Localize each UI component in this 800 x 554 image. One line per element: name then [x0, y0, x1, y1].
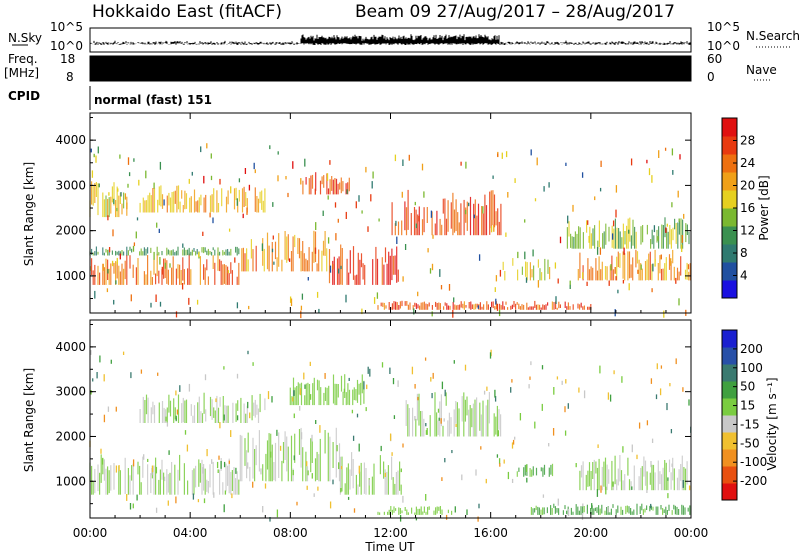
x-tick-label: 00:00: [674, 526, 709, 540]
echo-region: [241, 230, 328, 272]
colorbar-swatch: [722, 280, 737, 299]
nsearch-label: N.Search: [746, 29, 800, 43]
colorbar-swatch: [722, 172, 737, 191]
colorbar-swatch: [722, 364, 737, 382]
y-tick-label: 2000: [55, 429, 86, 443]
y-tick-label: 4000: [55, 340, 86, 354]
x-tick-label: 08:00: [273, 526, 308, 540]
colorbar-tick-label: 15: [740, 399, 755, 413]
freq-tick-bottom: 8: [66, 70, 74, 84]
echo-region: [89, 181, 128, 218]
nave-tick-top: 60: [707, 52, 722, 66]
velocity-colorbar-label: Velocity [m s⁻¹]: [765, 377, 779, 470]
nsky-tick-bottom-right: 10^0: [707, 39, 740, 53]
freq-label: Freq.: [8, 52, 38, 66]
x-tick-label: 20:00: [574, 526, 609, 540]
echo-region: [139, 392, 266, 423]
x-tick-label: 04:00: [173, 526, 208, 540]
velocity-colorbar: 200 100 50 15 -15 -50 -100 -200: [721, 329, 767, 501]
colorbar-swatch: [722, 208, 737, 227]
colorbar-tick-label: 16: [740, 201, 755, 215]
nsky-trace: [90, 34, 691, 45]
echo-region: [377, 506, 453, 515]
scatter-echoes: [89, 143, 690, 319]
velocity-panel: 1000 2000 3000 4000: [55, 319, 692, 522]
echo-region: [405, 392, 502, 437]
colorbar-tick-label: 200: [740, 342, 763, 356]
colorbar-swatch: [722, 330, 737, 348]
y-tick-label: 2000: [55, 224, 86, 238]
colorbar-swatch: [722, 466, 737, 484]
colorbar-tick-label: 50: [740, 380, 755, 394]
colorbar-tick-label: -100: [740, 455, 767, 469]
colorbar-swatch: [722, 449, 737, 467]
echo-region: [239, 427, 341, 482]
beam-date: Beam 09 27/Aug/2017 – 28/Aug/2017: [355, 2, 675, 22]
freq-unit: [MHz]: [4, 66, 39, 80]
nave-label: Nave: [746, 63, 777, 77]
colorbar-tick-label: -15: [740, 417, 760, 431]
nsky-strip: [89, 27, 692, 53]
y-tick-label: 3000: [55, 385, 86, 399]
echo-region: [530, 503, 691, 515]
echo-region: [289, 374, 365, 406]
power-ylabel: Slant Range [km]: [22, 162, 36, 266]
cpid-value: normal (fast) 151: [94, 93, 212, 107]
echo-region: [89, 246, 240, 256]
freq-tick-top: 18: [60, 52, 75, 66]
colorbar-swatch: [722, 190, 737, 209]
colorbar-frame: [721, 329, 738, 501]
y-tick-label: 1000: [55, 474, 86, 488]
nsky-tick-top-right: 10^5: [707, 20, 740, 34]
colorbar-swatch: [722, 244, 737, 263]
power-panel: 1000 2000 3000 4000: [55, 112, 692, 319]
echo-region: [328, 244, 399, 285]
colorbar-swatch: [722, 483, 737, 501]
colorbar-tick-label: 24: [740, 156, 755, 170]
velocity-ylabel: Slant Range [km]: [22, 368, 36, 472]
nsky-label: N.Sky: [8, 31, 42, 45]
power-colorbar: 28 24 20 16 12 8 4: [721, 117, 755, 299]
colorbar-swatch: [722, 415, 737, 433]
echo-region: [139, 185, 266, 213]
colorbar-swatch: [722, 118, 737, 137]
echo-region: [566, 217, 690, 249]
echo-region: [502, 258, 551, 281]
colorbar-swatch: [722, 381, 737, 399]
colorbar-swatch: [722, 154, 737, 173]
colorbar-swatch: [722, 262, 737, 281]
echo-region: [302, 172, 350, 195]
x-axis-label: Time UT: [364, 540, 415, 554]
x-tick-label: 16:00: [473, 526, 508, 540]
y-tick-label: 3000: [55, 178, 86, 192]
colorbar-tick-label: 28: [740, 134, 755, 148]
echo-region: [579, 455, 688, 491]
cpid-label: CPID: [8, 89, 40, 103]
y-tick-label: 4000: [55, 133, 86, 147]
x-tick-label: 12:00: [373, 526, 408, 540]
colorbar-tick-label: 4: [740, 269, 748, 283]
colorbar-tick-label: 20: [740, 179, 755, 193]
nsky-tick-top: 10^5: [50, 20, 83, 34]
colorbar-tick-label: 12: [740, 224, 755, 238]
echo-region: [391, 189, 502, 236]
colorbar-swatch: [722, 226, 737, 245]
colorbar-tick-label: -200: [740, 474, 767, 488]
colorbar-swatch: [722, 398, 737, 416]
nave-tick-bottom: 0: [707, 70, 715, 84]
plot-title: Hokkaido East (fitACF): [92, 2, 282, 22]
colorbar-tick-label: 100: [740, 361, 763, 375]
colorbar-swatch: [722, 432, 737, 450]
nsky-tick-bottom: 10^0: [50, 39, 83, 53]
colorbar-tick-label: 8: [740, 246, 748, 260]
colorbar-swatch: [722, 347, 737, 365]
x-tick-label: 00:00: [73, 526, 108, 540]
power-colorbar-label: Power [dB]: [757, 175, 771, 240]
freq-nave-strip: [89, 55, 692, 82]
y-tick-label: 1000: [55, 269, 86, 283]
colorbar-swatch: [722, 136, 737, 155]
x-axis: 00:00 04:00 08:00 12:00 16:00 20:00 00:00: [73, 526, 709, 540]
colorbar-tick-label: -50: [740, 436, 760, 450]
